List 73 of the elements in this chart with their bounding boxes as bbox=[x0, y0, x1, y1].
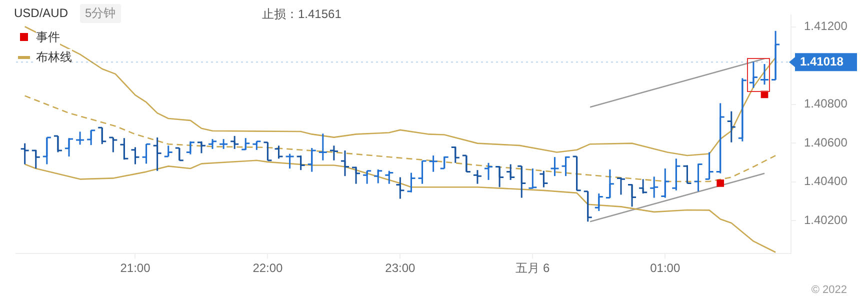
candlestick bbox=[473, 169, 482, 185]
candlestick bbox=[20, 142, 29, 165]
candlestick bbox=[661, 168, 670, 199]
candlestick bbox=[606, 168, 614, 199]
candlestick bbox=[42, 136, 51, 165]
y-tick-label: 1.40400 bbox=[804, 174, 848, 188]
candlestick bbox=[87, 130, 96, 146]
candlestick bbox=[109, 136, 118, 153]
candlestick bbox=[186, 140, 194, 156]
ref-line-label: 1.41018 bbox=[800, 54, 844, 68]
candlestick bbox=[628, 183, 636, 208]
candlestick bbox=[616, 176, 625, 196]
x-tick-label: 21:00 bbox=[120, 261, 151, 276]
candlestick bbox=[242, 137, 250, 151]
candlestick bbox=[650, 176, 658, 199]
candlestick bbox=[274, 144, 283, 160]
candlestick bbox=[639, 178, 648, 194]
legend-label: 事件 bbox=[36, 28, 60, 46]
candlestick bbox=[462, 154, 470, 173]
candlestick bbox=[451, 146, 460, 164]
candlestick bbox=[705, 151, 714, 180]
candlestick bbox=[528, 168, 537, 190]
candlestick bbox=[418, 160, 426, 185]
candlestick bbox=[385, 170, 394, 185]
candlestick bbox=[396, 176, 404, 200]
candlestick bbox=[363, 170, 372, 185]
x-tick-label: 五月 6 bbox=[516, 261, 550, 276]
annotation: 止损：1.41561 bbox=[262, 6, 342, 23]
candlestick bbox=[749, 61, 758, 89]
candlestick bbox=[506, 164, 515, 181]
candlestick bbox=[264, 142, 272, 162]
legend-label: 布林线 bbox=[36, 48, 72, 66]
candlestick bbox=[54, 135, 62, 153]
candlestick bbox=[230, 135, 239, 150]
candlestick bbox=[562, 156, 570, 177]
candlestick bbox=[330, 144, 338, 162]
candlestick bbox=[296, 154, 305, 171]
chart-subtitle: 5分钟 bbox=[80, 4, 121, 23]
candlestick bbox=[98, 126, 106, 145]
candlestick bbox=[164, 144, 172, 158]
y-tick-label: 1.40600 bbox=[804, 135, 848, 150]
y-tick-label: 1.40200 bbox=[804, 212, 848, 227]
x-tick-label: 22:00 bbox=[252, 261, 284, 276]
candlestick bbox=[340, 150, 349, 177]
candlestick bbox=[142, 143, 150, 164]
candlestick bbox=[594, 192, 603, 212]
candlestick bbox=[64, 137, 73, 158]
candlestick bbox=[683, 164, 692, 184]
candlestick bbox=[352, 166, 360, 185]
candlestick bbox=[197, 140, 206, 154]
candlestick bbox=[440, 156, 448, 170]
candlestick bbox=[175, 147, 184, 162]
candlestick bbox=[540, 170, 548, 188]
candlestick bbox=[120, 137, 128, 160]
y-tick-label: 1.41200 bbox=[804, 19, 848, 34]
y-tick-label: 1.40800 bbox=[804, 96, 848, 111]
text: © 2022 bbox=[811, 284, 847, 296]
candlestick bbox=[484, 162, 493, 181]
x-tick-label: 01:00 bbox=[650, 261, 680, 276]
candlestick bbox=[308, 147, 316, 173]
chart-title: USD/AUD bbox=[14, 6, 68, 20]
candlestick bbox=[208, 138, 217, 150]
candlestick bbox=[496, 165, 504, 188]
candlestick bbox=[672, 158, 680, 192]
candlestick bbox=[131, 146, 140, 165]
candlestick bbox=[374, 168, 382, 184]
candlestick bbox=[518, 165, 526, 199]
candlestick bbox=[153, 136, 162, 172]
candlestick bbox=[694, 162, 702, 192]
candlestick bbox=[727, 110, 736, 144]
candlestick bbox=[32, 149, 40, 170]
x-tick-label: 23:00 bbox=[385, 261, 416, 276]
candlestick bbox=[407, 172, 416, 194]
